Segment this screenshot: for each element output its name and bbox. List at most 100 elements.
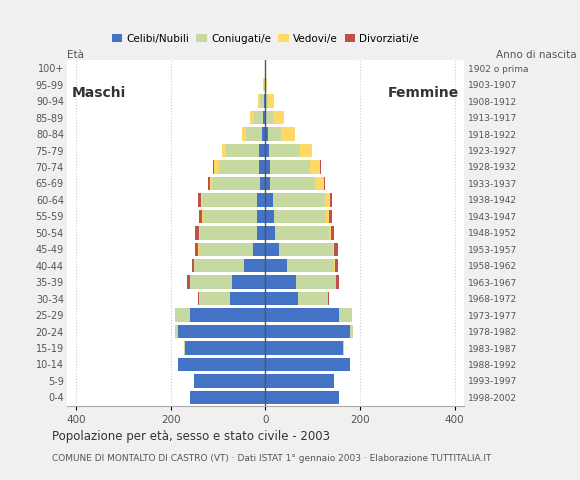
Bar bbox=[273, 111, 284, 124]
Bar bbox=[333, 242, 334, 256]
Bar bbox=[200, 226, 257, 240]
Bar bbox=[329, 226, 331, 240]
Bar bbox=[343, 341, 345, 355]
Bar bbox=[350, 325, 353, 338]
Bar bbox=[339, 308, 352, 322]
Bar bbox=[329, 193, 332, 206]
Bar bbox=[268, 127, 281, 141]
Bar bbox=[329, 210, 332, 223]
Bar bbox=[195, 226, 199, 240]
Bar bbox=[244, 259, 266, 273]
Bar bbox=[270, 177, 315, 190]
Bar bbox=[266, 276, 296, 289]
Bar bbox=[250, 111, 255, 124]
Bar bbox=[264, 95, 266, 108]
Text: Femmine: Femmine bbox=[388, 86, 459, 100]
Bar bbox=[266, 325, 350, 338]
Text: Popolazione per età, sesso e stato civile - 2003: Popolazione per età, sesso e stato civil… bbox=[52, 430, 330, 443]
Bar bbox=[335, 259, 338, 273]
Bar bbox=[185, 341, 266, 355]
Bar bbox=[232, 276, 266, 289]
Bar bbox=[299, 292, 328, 305]
Text: COMUNE DI MONTALTO DI CASTRO (VT) · Dati ISTAT 1° gennaio 2003 · Elaborazione TU: COMUNE DI MONTALTO DI CASTRO (VT) · Dati… bbox=[52, 454, 492, 463]
Bar bbox=[209, 177, 212, 190]
Bar bbox=[273, 193, 325, 206]
Bar bbox=[195, 242, 198, 256]
Bar bbox=[257, 193, 266, 206]
Bar bbox=[190, 308, 266, 322]
Bar bbox=[187, 276, 190, 289]
Bar bbox=[258, 210, 266, 223]
Bar bbox=[202, 193, 257, 206]
Bar bbox=[246, 127, 262, 141]
Bar bbox=[315, 177, 324, 190]
Bar bbox=[213, 160, 214, 174]
Bar bbox=[270, 160, 310, 174]
Bar bbox=[201, 193, 202, 206]
Bar bbox=[266, 95, 268, 108]
Bar bbox=[325, 193, 329, 206]
Bar bbox=[310, 160, 320, 174]
Text: Anno di nascita: Anno di nascita bbox=[496, 50, 577, 60]
Bar bbox=[266, 308, 339, 322]
Bar bbox=[266, 259, 287, 273]
Bar bbox=[190, 391, 266, 404]
Bar bbox=[296, 276, 336, 289]
Bar bbox=[198, 292, 199, 305]
Bar bbox=[199, 292, 230, 305]
Bar bbox=[281, 127, 295, 141]
Bar bbox=[266, 374, 334, 388]
Bar bbox=[275, 226, 329, 240]
Bar bbox=[324, 177, 325, 190]
Bar bbox=[222, 144, 226, 157]
Bar bbox=[262, 127, 266, 141]
Bar bbox=[266, 391, 339, 404]
Bar bbox=[334, 242, 338, 256]
Bar bbox=[257, 226, 266, 240]
Bar bbox=[178, 358, 266, 371]
Bar bbox=[199, 210, 202, 223]
Bar bbox=[260, 177, 266, 190]
Bar bbox=[269, 144, 300, 157]
Bar bbox=[214, 160, 219, 174]
Bar bbox=[202, 210, 203, 223]
Bar bbox=[278, 242, 333, 256]
Bar bbox=[178, 325, 266, 338]
Bar bbox=[266, 111, 273, 124]
Bar bbox=[287, 259, 335, 273]
Bar bbox=[176, 308, 190, 322]
Bar bbox=[258, 95, 260, 108]
Bar bbox=[268, 95, 274, 108]
Bar bbox=[190, 276, 232, 289]
Bar bbox=[266, 160, 270, 174]
Bar bbox=[266, 78, 267, 91]
Bar bbox=[266, 242, 278, 256]
Bar bbox=[266, 144, 269, 157]
Text: Età: Età bbox=[67, 50, 84, 60]
Bar bbox=[176, 325, 178, 338]
Bar bbox=[212, 177, 260, 190]
Legend: Celibi/Nubili, Coniugati/e, Vedovi/e, Divorziati/e: Celibi/Nubili, Coniugati/e, Vedovi/e, Di… bbox=[107, 30, 423, 48]
Bar bbox=[336, 276, 339, 289]
Bar bbox=[266, 292, 299, 305]
Bar bbox=[263, 111, 266, 124]
Bar bbox=[208, 177, 209, 190]
Bar bbox=[199, 226, 200, 240]
Bar bbox=[264, 78, 265, 91]
Bar bbox=[253, 242, 266, 256]
Bar bbox=[274, 210, 326, 223]
Bar bbox=[260, 95, 264, 108]
Bar bbox=[203, 210, 258, 223]
Bar bbox=[259, 144, 266, 157]
Bar bbox=[331, 226, 335, 240]
Bar bbox=[199, 242, 253, 256]
Bar bbox=[266, 226, 275, 240]
Bar bbox=[259, 160, 266, 174]
Bar bbox=[242, 127, 246, 141]
Bar bbox=[194, 259, 244, 273]
Bar bbox=[328, 292, 329, 305]
Bar bbox=[266, 177, 270, 190]
Bar bbox=[326, 210, 329, 223]
Bar bbox=[192, 259, 194, 273]
Bar bbox=[184, 341, 185, 355]
